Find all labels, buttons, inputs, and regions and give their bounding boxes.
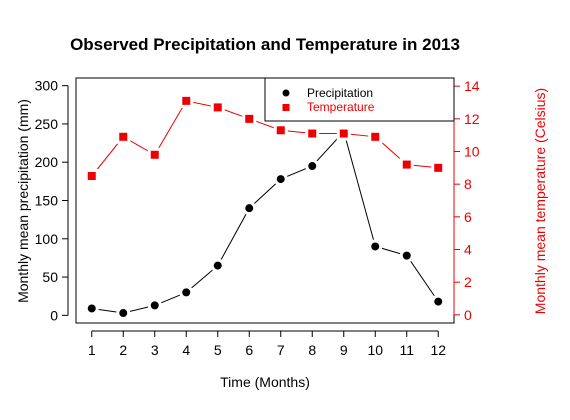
left-tick-label: 250	[35, 116, 59, 132]
temperature-point	[371, 133, 379, 141]
right-tick-label: 14	[464, 78, 480, 94]
left-y-axis: 0 50 100 150 200 250 300	[35, 78, 68, 324]
legend-precipitation-marker	[283, 90, 290, 97]
x-axis: 1 2 3 4 5 6 7 8 9 10 11 12	[88, 331, 446, 358]
x-tick-label: 7	[277, 342, 285, 358]
x-tick-label: 2	[119, 342, 127, 358]
precipitation-point	[214, 262, 222, 270]
precipitation-point	[245, 204, 253, 212]
right-tick-label: 0	[464, 307, 472, 323]
x-axis-label: Time (Months)	[220, 374, 310, 390]
left-tick-label: 150	[35, 193, 59, 209]
temperature-point	[340, 130, 348, 138]
chart-title: Observed Precipitation and Temperature i…	[70, 35, 460, 54]
x-tick-label: 9	[340, 342, 348, 358]
precipitation-point	[88, 304, 96, 312]
x-tick-label: 1	[88, 342, 96, 358]
x-tick-label: 6	[245, 342, 253, 358]
left-tick-label: 300	[35, 78, 59, 94]
right-y-axis-label: Monthly mean temperature (Celsius)	[532, 88, 548, 314]
temperature-point	[182, 97, 190, 105]
right-tick-label: 10	[464, 144, 480, 160]
right-tick-label: 8	[464, 176, 472, 192]
right-tick-label: 4	[464, 242, 472, 258]
left-y-axis-label: Monthly mean precipitation (mm)	[15, 99, 31, 303]
legend: Precipitation Temperature	[265, 78, 454, 121]
precipitation-line	[92, 132, 439, 313]
right-tick-label: 2	[464, 274, 472, 290]
right-tick-label: 6	[464, 209, 472, 225]
temperature-point	[308, 130, 316, 138]
x-tick-label: 4	[182, 342, 190, 358]
temperature-point	[151, 151, 159, 159]
temperature-point	[245, 115, 253, 123]
x-tick-label: 10	[367, 342, 383, 358]
left-tick-label: 50	[42, 269, 58, 285]
temperature-point	[277, 126, 285, 134]
precipitation-point	[308, 162, 316, 170]
left-tick-label: 0	[50, 307, 58, 323]
temperature-point	[88, 172, 96, 180]
temperature-point	[214, 103, 222, 111]
precipitation-point	[182, 288, 190, 296]
temperature-point	[119, 133, 127, 141]
x-tick-label: 8	[308, 342, 316, 358]
x-tick-label: 5	[214, 342, 222, 358]
precipitation-point	[119, 309, 127, 317]
left-tick-label: 200	[35, 154, 59, 170]
legend-temperature-label: Temperature	[307, 100, 375, 114]
precipitation-point	[434, 298, 442, 306]
series-layer	[85, 94, 446, 320]
precipitation-point	[371, 242, 379, 250]
right-tick-label: 12	[464, 111, 480, 127]
precipitation-point	[277, 175, 285, 183]
precipitation-point	[403, 252, 411, 260]
x-tick-label: 12	[430, 342, 446, 358]
right-y-axis: 0 2 4 6 8 10 12 14	[454, 78, 480, 323]
left-tick-label: 100	[35, 231, 59, 247]
precipitation-point	[151, 301, 159, 309]
x-tick-label: 11	[399, 342, 414, 358]
legend-temperature-marker	[283, 104, 290, 111]
legend-precipitation-label: Precipitation	[307, 86, 373, 100]
temperature-point	[434, 164, 442, 172]
x-tick-label: 3	[151, 342, 159, 358]
temperature-point	[403, 161, 411, 169]
